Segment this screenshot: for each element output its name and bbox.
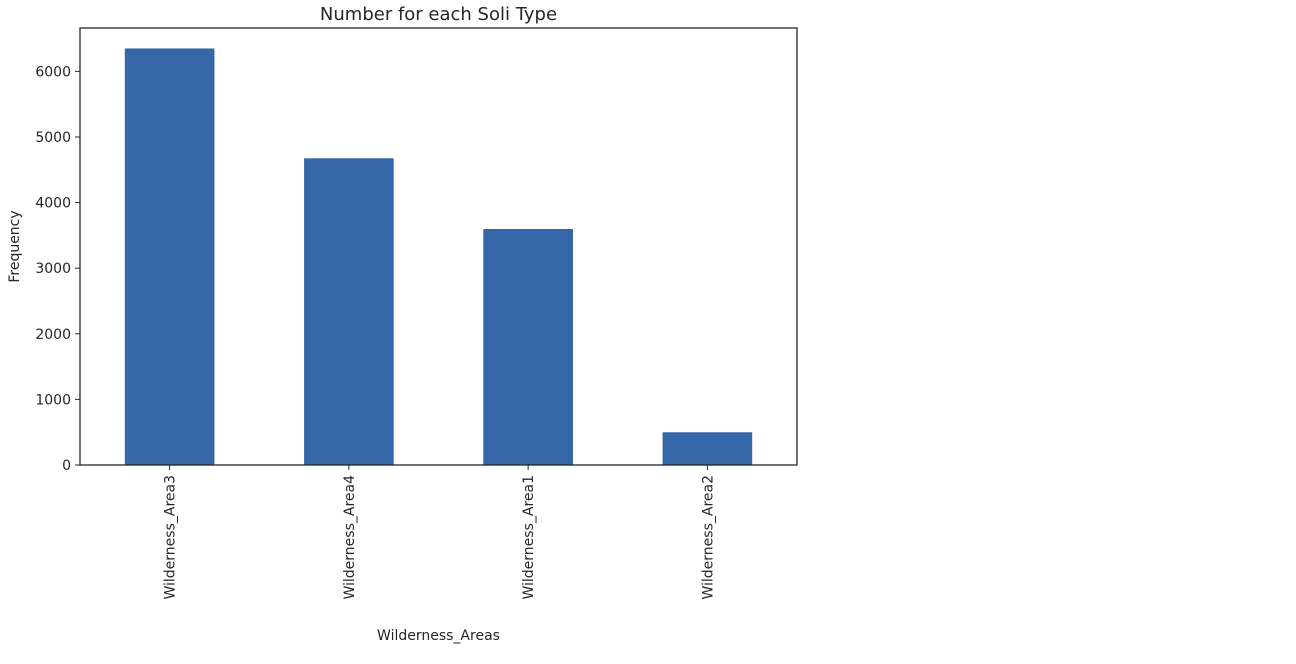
x-tick-label: Wilderness_Area3 <box>163 475 179 600</box>
y-tick-label: 4000 <box>35 196 71 212</box>
y-tick-label: 2000 <box>35 327 71 343</box>
y-tick-label: 5000 <box>35 130 71 146</box>
y-axis: 0 1000 2000 3000 4000 5000 6000 <box>35 64 80 474</box>
bar-wilderness-area2 <box>662 432 753 465</box>
bar-wilderness-area1 <box>483 229 573 465</box>
x-tick-label: Wilderness_Area4 <box>342 475 358 600</box>
y-tick-label: 1000 <box>35 392 71 408</box>
bars-group <box>124 48 753 466</box>
x-axis-label: Wilderness_Areas <box>377 628 500 644</box>
chart-title: Number for each Soli Type <box>320 4 557 25</box>
bar-wilderness-area4 <box>304 158 394 466</box>
x-axis: Wilderness_Area3 Wilderness_Area4 Wilderne… <box>163 465 716 600</box>
plot-frame <box>79 27 798 466</box>
x-tick-label: Wilderness_Area2 <box>700 475 716 600</box>
y-tick-label: 0 <box>62 458 71 474</box>
y-tick-label: 3000 <box>35 261 71 277</box>
bar-wilderness-area3 <box>124 48 215 466</box>
y-tick-label: 6000 <box>35 64 71 80</box>
x-tick-label: Wilderness_Area1 <box>521 475 537 600</box>
y-axis-label: Frequency <box>7 210 23 282</box>
